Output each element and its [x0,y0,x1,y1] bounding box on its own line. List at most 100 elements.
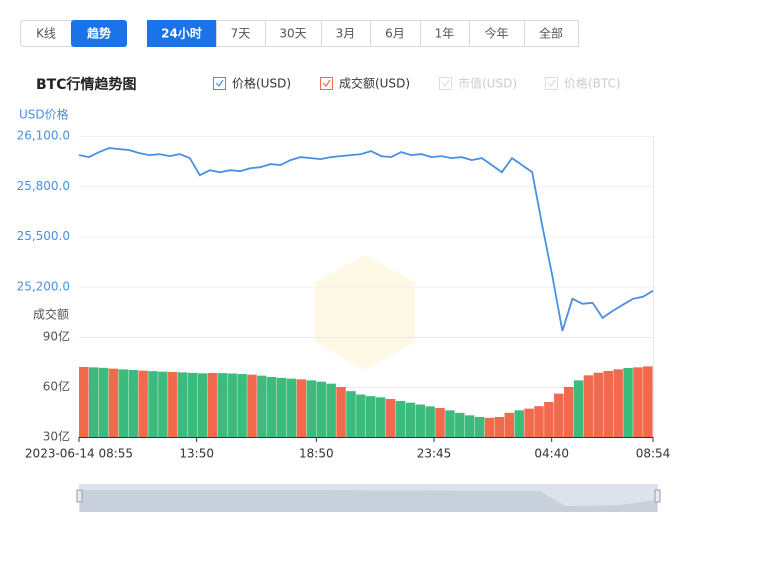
tab[interactable]: K线 [36,27,56,41]
x-tick-label: 18:50 [299,447,334,461]
legend-label[interactable]: 市值(USD) [458,76,517,91]
bar [197,373,208,437]
bar [563,387,574,437]
bar [445,410,455,437]
legend-check [441,79,450,87]
bar [544,402,554,437]
price-line [78,147,654,332]
bar [484,417,495,437]
x-tick-label: 04:40 [534,447,569,461]
range-button[interactable] [147,20,217,47]
legend-checkbox[interactable] [213,77,226,90]
range-label[interactable]: 30天 [279,27,306,41]
bar [356,394,366,437]
y-tick-label: 25,500.0 [17,229,70,243]
bar [425,406,435,437]
legend: 价格(USD) 成交额(USD) 市值(USD) 价格(BTC) [213,76,621,91]
legend-label[interactable]: 成交额(USD) [339,76,410,91]
watermark [315,255,415,370]
range-label[interactable]: 全部 [539,26,563,41]
bar [207,373,218,437]
bar [524,408,534,437]
range-label[interactable]: 24小时 [161,26,202,41]
y-axis-label: 成交额 [33,307,69,322]
bar [286,378,297,437]
bar [276,377,287,437]
range-button[interactable] [321,20,371,47]
range-button[interactable] [370,20,421,47]
range-button[interactable] [420,20,470,47]
bar [138,370,148,437]
bar [435,408,445,437]
navigator-handle[interactable] [76,489,83,503]
bar [247,374,257,437]
range-button[interactable] [524,20,579,47]
tab-active-bg [71,20,127,47]
bar [158,371,168,437]
bar [177,372,188,437]
tab[interactable]: 趋势 [87,26,111,41]
range-label[interactable]: 7天 [231,27,251,41]
y-tick-label: 25,800.0 [17,179,70,193]
bar [326,383,336,437]
x-tick-label: 23:45 [417,447,452,461]
bar [464,415,475,437]
x-tick-label: 2023-06-14 08:55 [25,447,133,461]
bar [494,417,505,437]
legend-checkbox[interactable] [439,77,452,90]
bar [633,367,643,437]
bar [316,381,327,437]
bar [237,374,247,437]
bar [79,367,89,437]
bar [623,368,633,437]
bar [504,412,515,437]
bar [603,371,614,437]
y-tick-label: 90亿 [43,329,70,344]
navigator-handle[interactable] [654,489,661,503]
range-button[interactable] [265,20,322,47]
legend-label[interactable]: 价格(USD) [232,76,291,91]
bar [108,368,119,437]
legend-check [547,79,556,87]
bar [296,379,307,437]
range-button[interactable] [469,20,525,47]
bar [187,372,198,437]
bar [514,410,524,437]
bar [583,375,594,437]
bar [118,369,129,437]
bar [148,371,158,437]
legend-check [322,79,331,87]
bar [593,372,604,437]
legend-label[interactable]: 价格(BTC) [564,76,621,91]
range-group: 24小时 7天 30天 3月 6月 1年 今年 全部 [147,20,579,47]
y-tick-label: 60亿 [43,379,70,394]
bar [227,373,237,437]
navigator-shape [80,490,657,512]
range-label[interactable]: 6月 [385,27,405,41]
chart-title: BTC行情趋势图 [36,76,137,93]
bar [98,367,109,437]
bar [217,373,228,437]
bar [554,393,564,437]
range-label[interactable]: 3月 [336,27,356,41]
bar [613,369,623,437]
range-label[interactable]: 1年 [435,27,455,41]
bar [257,375,267,437]
bar [405,402,416,437]
bar [415,404,425,437]
bar [346,391,356,437]
bar [385,399,396,437]
bar [128,370,138,437]
bar [455,412,465,437]
legend-checkbox[interactable] [545,77,558,90]
bar [474,417,485,437]
legend-check [215,79,224,87]
bar [573,380,584,437]
range-label[interactable]: 今年 [484,26,508,41]
bar [267,377,277,437]
bar [336,387,346,437]
legend-checkbox[interactable] [320,77,333,90]
bar [366,396,376,437]
bar [395,401,406,437]
